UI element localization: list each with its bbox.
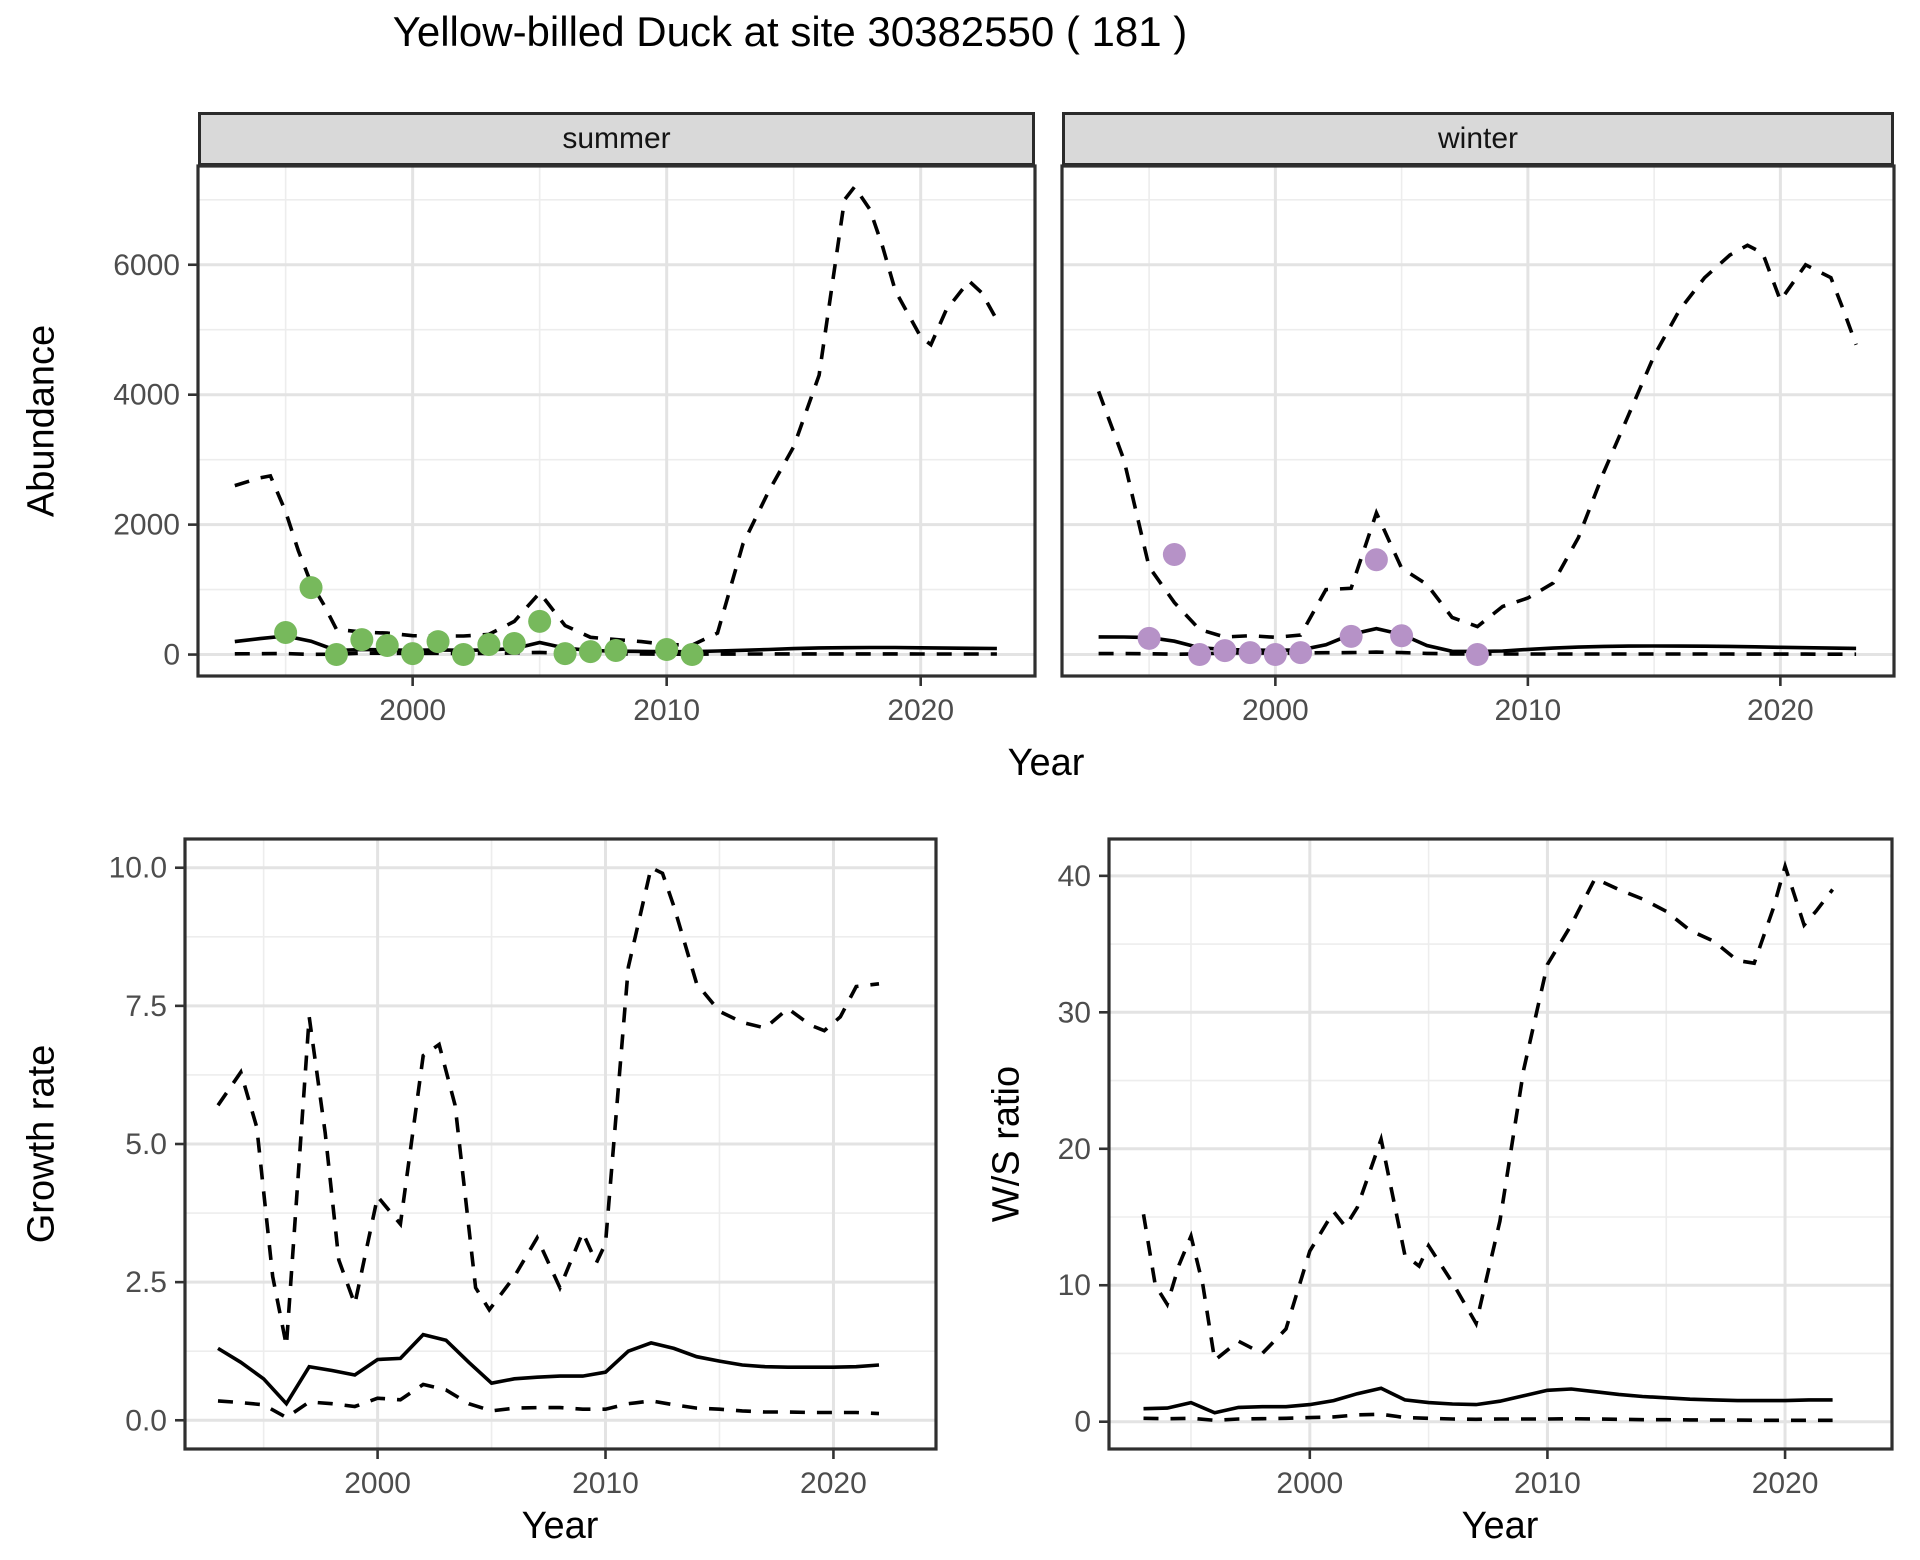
svg-text:6000: 6000 [113,249,180,282]
growth-lower_ci-line [217,1382,880,1420]
summer-observed-points [274,576,704,667]
svg-text:2000: 2000 [113,509,180,542]
winter-observed-points [1137,543,1489,667]
svg-text:20: 20 [1058,1133,1091,1166]
ws-panel: 2000 2010 2020 0 10 20 30 40 [1058,837,1894,1500]
winter-upper_ci-line [1096,243,1858,640]
svg-text:7.5: 7.5 [125,990,167,1023]
year-axis-title-ws: Year [1461,1505,1539,1547]
growth-rate-axis-title: Growth rate [20,1044,63,1244]
facet-strip-winter: winter [1062,112,1894,166]
facet-strip-summer: summer [198,112,1035,166]
ws-ratio-axis-title: W/S ratio [985,1065,1028,1223]
svg-text:0: 0 [1074,1406,1091,1439]
svg-text:30: 30 [1058,996,1091,1029]
facet-strip-winter-label: winter [1437,122,1519,155]
svg-text:2.5: 2.5 [125,1266,167,1299]
svg-text:2020: 2020 [1752,1467,1819,1500]
svg-text:2020: 2020 [1747,694,1814,727]
svg-text:2000: 2000 [1242,694,1309,727]
svg-text:2000: 2000 [344,1467,411,1500]
summer-upper_ci-line [234,183,999,647]
svg-text:2000: 2000 [379,694,446,727]
page-title: Yellow-billed Duck at site 30382550 ( 18… [392,8,1188,55]
growth-mean-line [217,1332,880,1407]
svg-text:2000: 2000 [1276,1467,1343,1500]
year-axis-title-growth: Year [521,1505,599,1547]
svg-text:2010: 2010 [1494,694,1561,727]
svg-text:5.0: 5.0 [125,1128,167,1161]
winter-panel: 2000 2010 2020 [1060,164,1896,727]
svg-text:0.0: 0.0 [125,1404,167,1437]
facet-strip-summer-label: summer [562,122,671,155]
svg-text:4000: 4000 [113,379,180,412]
svg-text:10: 10 [1058,1269,1091,1302]
svg-text:2010: 2010 [1514,1467,1581,1500]
svg-text:2020: 2020 [800,1467,867,1500]
year-axis-title-top: Year [1007,742,1085,784]
ws-lower_ci-line [1143,1412,1833,1423]
ws-mean-line [1143,1386,1833,1415]
summer-panel: 2000 2010 2020 0 2000 4000 6000 [113,164,1037,727]
svg-text:40: 40 [1058,860,1091,893]
svg-text:2010: 2010 [572,1467,639,1500]
growth-panel: 2000 2010 2020 0.0 2.5 5.0 7.5 10.0 [109,837,938,1500]
svg-text:2010: 2010 [633,694,700,727]
abundance-axis-title: Abundance [20,324,63,518]
svg-text:10.0: 10.0 [109,852,167,885]
growth-upper_ci-line [216,865,880,1347]
svg-text:0: 0 [163,639,180,672]
svg-text:2020: 2020 [887,694,954,727]
